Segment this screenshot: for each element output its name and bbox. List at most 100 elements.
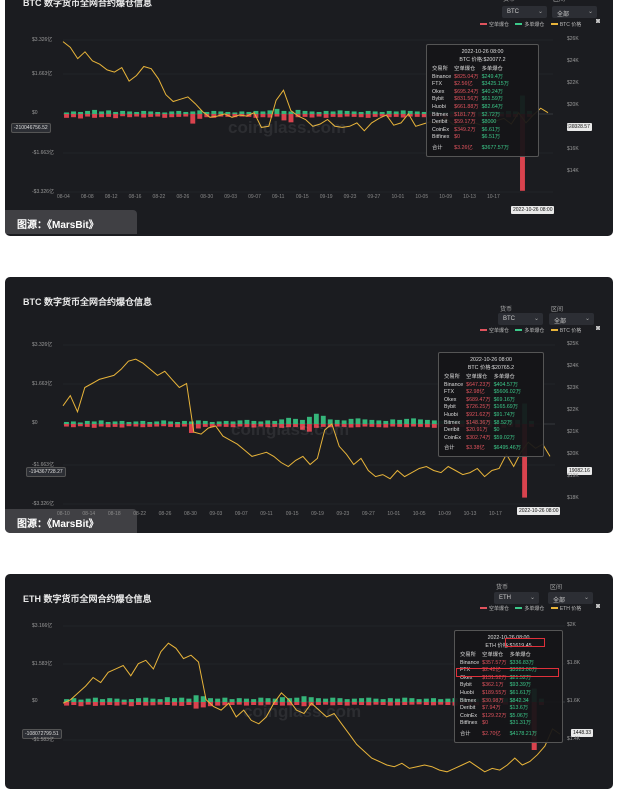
- range-select[interactable]: 全部 ⌄: [548, 592, 593, 604]
- chevron-down-icon: ⌄: [529, 595, 535, 601]
- long-liquidation-bar: [265, 698, 271, 702]
- short-liquidation-bar: [141, 114, 147, 118]
- long-liquidation-bar: [148, 111, 154, 114]
- short-liquidation-bar: [128, 702, 134, 707]
- long-liquidation-bar: [272, 698, 278, 702]
- watermark: coinglass.com: [228, 118, 347, 137]
- tooltip-cell: $404.57万: [493, 381, 519, 388]
- short-liquidation-bar: [127, 114, 133, 118]
- tooltip-header: 空单爆仓: [482, 652, 504, 658]
- short-liquidation-bar: [150, 702, 156, 706]
- coin-select[interactable]: BTC ⌄: [498, 313, 543, 325]
- coin-select[interactable]: ETH ⌄: [494, 592, 539, 604]
- long-liquidation-bar: [71, 698, 77, 702]
- long-liquidation-bar: [423, 698, 429, 702]
- legend-swatch-short: [480, 607, 487, 610]
- y-axis-right-tick: $1.8K: [567, 660, 581, 666]
- long-liquidation-bar: [409, 698, 415, 702]
- long-liquidation-bar: [70, 421, 76, 424]
- x-axis-tick: 09-19: [319, 194, 333, 200]
- long-liquidation-bar: [431, 420, 437, 424]
- tooltip-total-cell: $3.26亿: [454, 144, 473, 151]
- tooltip-cell: Binance: [460, 659, 480, 666]
- legend-price[interactable]: BTC 价格: [559, 328, 582, 334]
- long-liquidation-bar: [265, 420, 271, 424]
- short-liquidation-bar: [244, 424, 250, 427]
- long-liquidation-bar: [106, 110, 112, 114]
- short-liquidation-bar: [438, 702, 444, 705]
- long-liquidation-bar: [91, 421, 97, 424]
- legend-long[interactable]: 多单爆仓: [524, 22, 545, 28]
- long-liquidation-bar: [274, 108, 280, 114]
- coin-label: 货币: [496, 585, 509, 591]
- long-liquidation-bar: [200, 696, 206, 702]
- coin-select[interactable]: BTC ⌄: [502, 6, 547, 18]
- short-liquidation-bar: [293, 424, 298, 427]
- legend-swatch-price: [550, 23, 558, 26]
- y-axis-left-tick: -$3.326亿: [32, 189, 54, 195]
- y-axis-right-tick: $1.6K: [567, 698, 581, 704]
- long-liquidation-bar: [143, 697, 149, 702]
- tooltip-date: 2022-10-26 08:00: [461, 49, 504, 55]
- tooltip-cell: $8.52万: [493, 419, 513, 426]
- range-select[interactable]: 全部 ⌄: [549, 313, 594, 325]
- tooltip-cell: $189.55万: [482, 689, 507, 696]
- short-liquidation-bar: [379, 114, 385, 117]
- chevron-down-icon: ⌄: [583, 595, 589, 601]
- long-liquidation-bar: [320, 415, 326, 424]
- tooltip-total-cell: $4178.21万: [509, 730, 537, 737]
- legend-long[interactable]: 多单爆仓: [524, 328, 545, 334]
- tooltip-cell: $6.51万: [481, 134, 501, 141]
- short-liquidation-bar: [92, 702, 98, 706]
- long-liquidation-bar: [211, 110, 217, 114]
- tooltip-cell: $726.25万: [466, 404, 491, 411]
- x-axis-tick: 10-01: [391, 194, 405, 200]
- chevron-down-icon: ⌄: [533, 316, 539, 322]
- panel-title: BTC 数字货币全网合约爆仓信息: [23, 297, 152, 307]
- short-liquidation-bar: [64, 424, 69, 427]
- long-liquidation-bar: [215, 698, 221, 702]
- long-liquidation-bar: [258, 697, 264, 702]
- legend-short[interactable]: 空单爆仓: [489, 606, 510, 612]
- long-liquidation-bar: [337, 110, 343, 114]
- long-liquidation-bar: [127, 111, 133, 114]
- long-liquidation-bar: [237, 420, 243, 424]
- short-liquidation-bar: [313, 424, 319, 428]
- camera-icon[interactable]: ◙: [596, 325, 601, 332]
- tooltip-cell: $129.22万: [482, 712, 507, 719]
- legend-price[interactable]: BTC 价格: [559, 22, 582, 28]
- short-liquidation-bar: [176, 114, 182, 117]
- long-liquidation-bar: [244, 419, 250, 424]
- long-liquidation-bar: [164, 697, 170, 702]
- x-axis-tick: 10-17: [489, 511, 502, 517]
- tooltip-cell: $148.36万: [466, 419, 491, 426]
- tooltip-cell: $30.98万: [482, 697, 504, 704]
- long-liquidation-bar: [107, 698, 113, 702]
- long-liquidation-bar: [136, 698, 142, 702]
- y-axis-left-tick: -$1.583亿: [32, 737, 54, 743]
- legend-short[interactable]: 空单爆仓: [489, 22, 510, 28]
- short-liquidation-bar: [387, 702, 393, 706]
- long-liquidation-bar: [400, 110, 406, 114]
- short-liquidation-bar: [209, 424, 215, 428]
- long-liquidation-bar: [418, 419, 423, 424]
- long-liquidation-bar: [223, 420, 229, 424]
- x-axis-tick: 09-07: [248, 194, 261, 200]
- legend-price[interactable]: ETH 价格: [559, 606, 582, 612]
- legend-long[interactable]: 多单爆仓: [524, 606, 545, 612]
- short-liquidation-bar: [373, 702, 379, 705]
- legend-short[interactable]: 空单爆仓: [489, 328, 510, 334]
- tooltip-cell: $2.56亿: [454, 81, 473, 88]
- long-liquidation-bar: [150, 698, 156, 702]
- tooltip-row: Huobi $661.88万 $82.64万: [432, 104, 512, 112]
- range-label: 区间: [553, 0, 566, 3]
- short-liquidation-bar: [200, 702, 206, 708]
- short-liquidation-bar: [300, 424, 305, 430]
- camera-icon[interactable]: ◙: [596, 18, 601, 25]
- range-select[interactable]: 全部 ⌄: [552, 6, 597, 18]
- camera-icon[interactable]: ◙: [596, 603, 601, 610]
- long-liquidation-bar: [154, 421, 160, 424]
- short-liquidation-bar: [222, 702, 228, 706]
- chevron-down-icon: ⌄: [584, 316, 590, 322]
- long-liquidation-bar: [306, 416, 312, 424]
